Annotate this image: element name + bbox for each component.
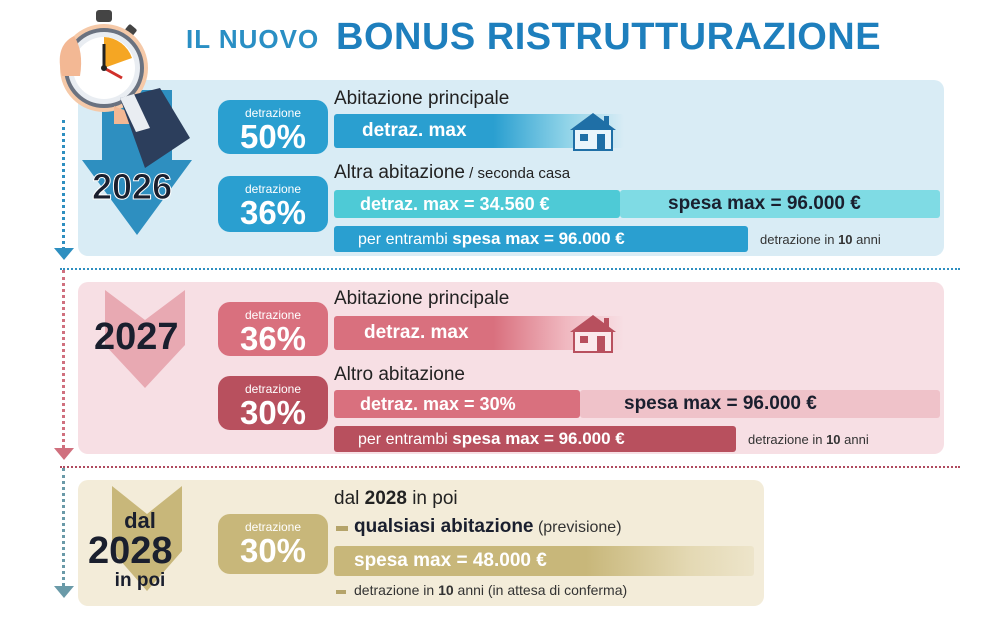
- timeline-2026-arrow: [54, 248, 74, 260]
- badge-2026-36: detrazione 36%: [218, 176, 328, 232]
- bar-label: spesa max = 48.000 €: [354, 550, 547, 571]
- timeline-2027-arrow: [54, 448, 74, 460]
- heading-part-a: Altra abitazione: [334, 162, 465, 183]
- note-2026: detrazione in 10 anni: [760, 232, 881, 247]
- badge-percent: 30%: [239, 394, 307, 431]
- year-2026: 2026: [91, 166, 173, 208]
- panel-2028: [78, 480, 764, 606]
- note-a: detrazione in: [354, 582, 439, 598]
- note-num: 10: [838, 232, 853, 247]
- badge-2026-50: detrazione 50%: [218, 100, 328, 154]
- badge-percent: 36%: [239, 320, 307, 357]
- year-2028: 2028: [88, 530, 173, 572]
- note-2028: detrazione in 10 anni (in attesa di conf…: [354, 582, 627, 598]
- bar-label: detraz. max = 30%: [360, 394, 516, 414]
- note-num: 10: [438, 582, 454, 598]
- badge-label: detrazione: [244, 106, 302, 120]
- year-2028-top: dal: [124, 508, 156, 533]
- badge-2028-30: detrazione 30%: [218, 514, 328, 574]
- title-small: IL NUOVO: [186, 24, 320, 54]
- note-num: 10: [826, 432, 841, 447]
- note-b: anni: [840, 432, 869, 447]
- note-a: detrazione in: [760, 232, 839, 247]
- both-prefix: per entrambi: [358, 231, 453, 248]
- page-title: IL NUOVO BONUS RISTRUTTURAZIONE: [0, 14, 1000, 64]
- line-rest: (previsione): [533, 519, 622, 536]
- sleeve-icon: [120, 88, 190, 168]
- spesa-2026: spesa max = 96.000 €: [620, 190, 940, 218]
- heading-part-b: in poi: [406, 488, 458, 509]
- divider-2026: [60, 268, 960, 270]
- badge-label: detrazione: [244, 382, 302, 396]
- divider-2027: [60, 466, 960, 468]
- timeline-2027-line: [62, 270, 65, 448]
- heading-2027-second: Altro abitazione: [334, 364, 465, 385]
- big-arrow-2028: [112, 486, 182, 591]
- year-2027: 2027: [94, 316, 179, 358]
- both-bold: spesa max = 96.000 €: [452, 229, 625, 248]
- big-arrow-2027: [105, 290, 185, 388]
- both-2026: per entrambi spesa max = 96.000 €: [334, 226, 748, 252]
- badge-percent: 36%: [239, 194, 307, 231]
- badge-2027-36: detrazione 36%: [218, 302, 328, 356]
- stopwatch-icon: [59, 10, 154, 124]
- timeline-2026-line: [62, 120, 65, 250]
- bullet: [336, 590, 346, 594]
- bar-label: detraz. max = 34.560 €: [360, 194, 550, 214]
- spesa-label: spesa max = 96.000 €: [668, 193, 861, 214]
- badge-percent: 30%: [239, 532, 307, 569]
- line-2028-any-home: qualsiasi abitazione (previsione): [354, 516, 622, 538]
- bullet: [336, 526, 348, 531]
- year-2028-bottom: in poi: [114, 570, 166, 591]
- bar-2027-second: detraz. max = 30%: [334, 390, 580, 418]
- bar-label: detraz. max: [362, 120, 467, 141]
- badge-label: detrazione: [244, 520, 302, 534]
- both-2027: per entrambi spesa max = 96.000 €: [334, 426, 736, 452]
- bar-2026-second: detraz. max = 34.560 €: [334, 190, 620, 218]
- heading-2028: dal 2028 in poi: [334, 488, 458, 510]
- badge-2027-30: detrazione 30%: [218, 376, 328, 430]
- note-a: detrazione in: [748, 432, 827, 447]
- house-icon: [570, 113, 616, 151]
- badge-label: detrazione: [244, 308, 302, 322]
- note-b: anni (in attesa di conferma): [453, 582, 628, 598]
- bar-label: detraz. max: [364, 322, 469, 343]
- heading-2027-main: Abitazione principale: [334, 288, 510, 309]
- heading-2026-main: Abitazione principale: [334, 88, 510, 109]
- title-big: BONUS RISTRUTTURAZIONE: [336, 16, 882, 58]
- timeline-2028-arrow: [54, 586, 74, 598]
- spesa-label: spesa max = 96.000 €: [624, 393, 817, 414]
- badge-percent: 50%: [239, 118, 307, 155]
- line-bold: qualsiasi abitazione: [354, 516, 534, 537]
- timeline-2028-line: [62, 468, 65, 586]
- bar-2028: spesa max = 48.000 €: [334, 546, 754, 576]
- both-bold: spesa max = 96.000 €: [452, 429, 625, 448]
- note-b: anni: [852, 232, 881, 247]
- heading-2026-second: Altra abitazione / seconda casa: [334, 162, 570, 184]
- heading-part-a: dal: [334, 488, 365, 509]
- house-icon: [570, 315, 616, 353]
- note-2027: detrazione in 10 anni: [748, 432, 869, 447]
- badge-label: detrazione: [244, 182, 302, 196]
- heading-part-b: / seconda casa: [464, 165, 571, 182]
- spesa-2027: spesa max = 96.000 €: [580, 390, 940, 418]
- heading-num: 2028: [364, 488, 407, 509]
- both-prefix: per entrambi: [358, 431, 453, 448]
